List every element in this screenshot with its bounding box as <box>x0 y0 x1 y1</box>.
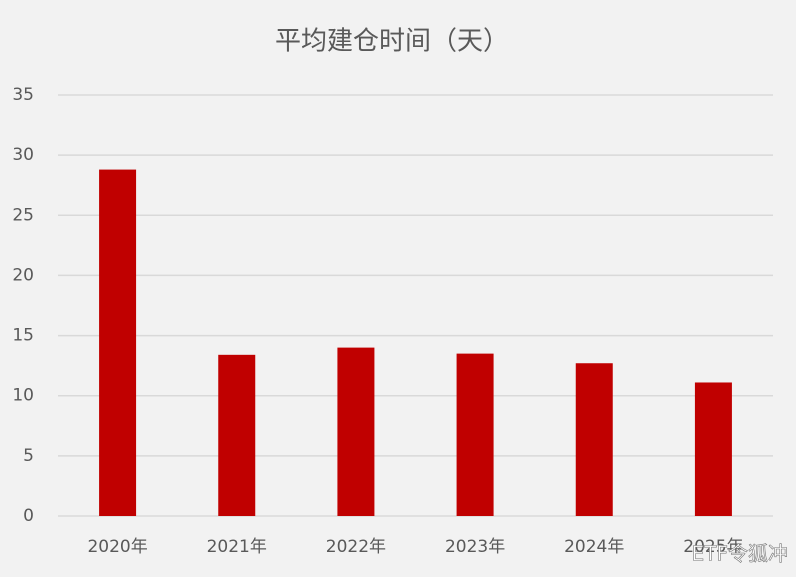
bar <box>456 353 494 516</box>
y-tick-label: 25 <box>12 205 34 225</box>
x-tick-label: 2021年 <box>207 537 267 557</box>
bar <box>575 363 613 516</box>
y-tick-label: 35 <box>12 85 34 105</box>
y-tick-label: 15 <box>12 326 34 346</box>
x-tick-label: 2022年 <box>326 537 386 557</box>
bar <box>337 347 375 516</box>
y-tick-label: 0 <box>23 506 34 526</box>
y-tick-label: 10 <box>12 386 34 406</box>
bar <box>218 354 256 516</box>
chart-title: 平均建仓时间（天） <box>275 27 509 57</box>
x-tick-label: 2020年 <box>87 537 147 557</box>
x-tick-label: 2024年 <box>564 537 624 557</box>
y-tick-label: 30 <box>12 145 34 165</box>
bar <box>99 169 137 516</box>
x-tick-label: 2025年 <box>683 537 743 557</box>
x-tick-label: 2023年 <box>445 537 505 557</box>
watermark: ETF令狐冲 <box>692 542 788 566</box>
y-tick-label: 20 <box>12 265 34 285</box>
bar <box>694 382 732 516</box>
y-tick-label: 5 <box>23 446 34 466</box>
